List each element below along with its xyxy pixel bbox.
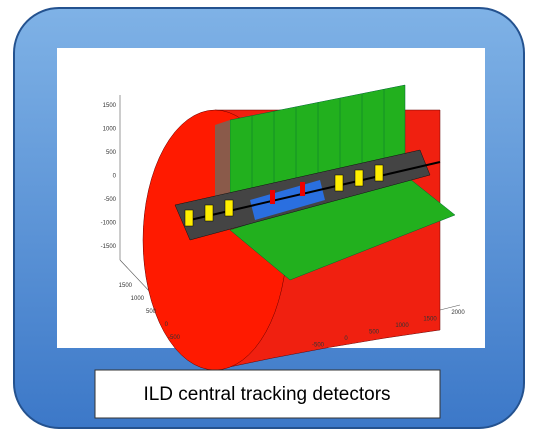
- axis-tick-label: -500: [168, 335, 181, 341]
- axis-tick-label: 1000: [131, 296, 145, 302]
- axis-tick-label: 0: [165, 322, 169, 328]
- caption-box: [94, 369, 441, 419]
- axis-tick-label: -500: [104, 197, 117, 203]
- axis-tick-label: 0: [113, 174, 117, 180]
- detector-drawing: [119, 84, 461, 371]
- axis-tick-label: 1500: [423, 317, 437, 323]
- axis-tick-label: 500: [369, 330, 380, 336]
- axis-tick-label: 1000: [395, 323, 409, 329]
- axis-tick-label: 0: [344, 336, 348, 342]
- axis-tick-label: -1000: [101, 221, 117, 227]
- axis-tick-label: 2000: [451, 310, 465, 316]
- axis-tick-label: 500: [146, 309, 157, 315]
- axis-labels: 1500 1000 500 0 -500 -1000 -1500 1500 1000 500 0 -5…: [101, 103, 466, 349]
- axis-tick-label: 1000: [103, 127, 117, 133]
- caption: ILD central tracking detectors: [143, 384, 390, 405]
- axis-tick-label: -1500: [101, 244, 117, 250]
- axis-tick-label: 1500: [103, 103, 117, 109]
- axis-tick-label: 500: [106, 150, 117, 156]
- axis-tick-label: -500: [312, 343, 325, 349]
- axis-tick-label: 1500: [119, 283, 133, 289]
